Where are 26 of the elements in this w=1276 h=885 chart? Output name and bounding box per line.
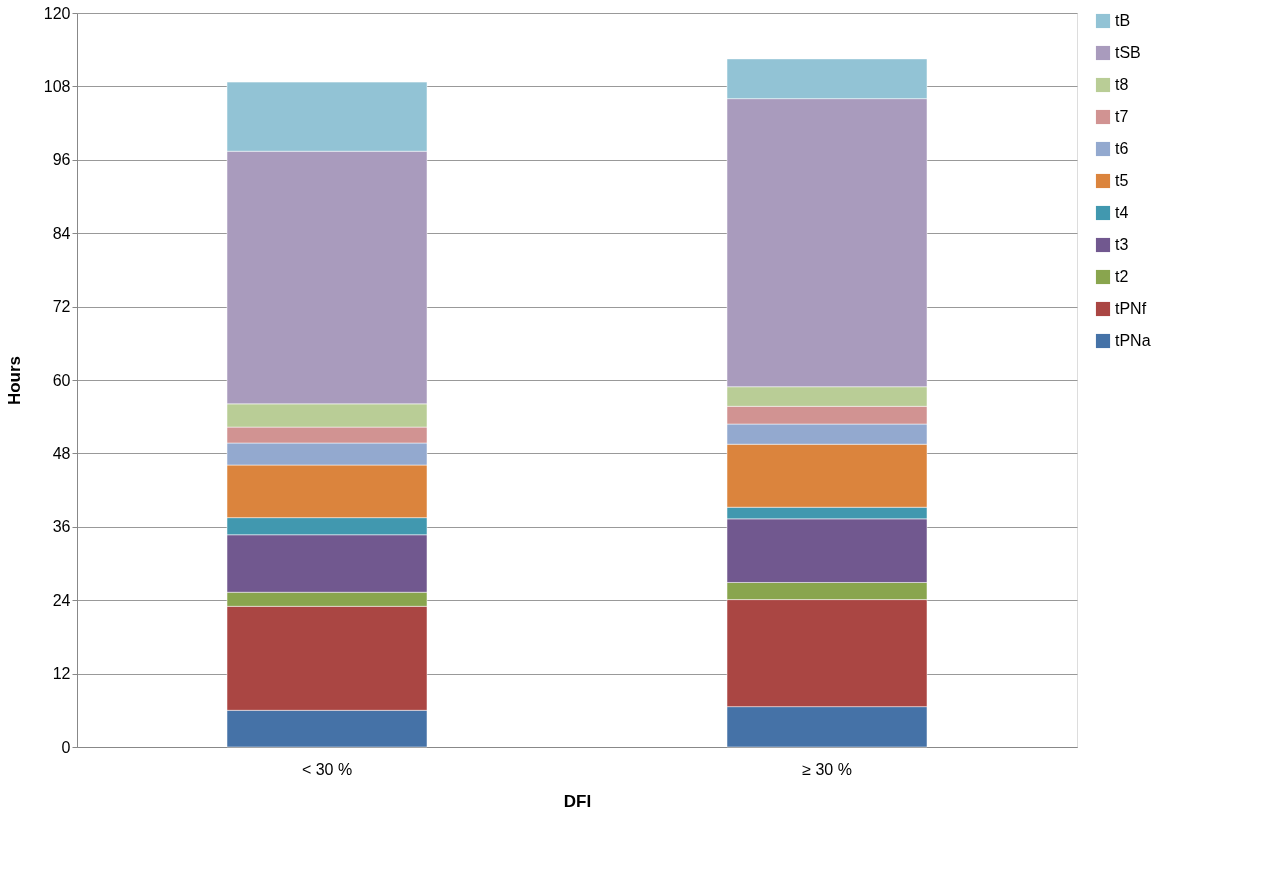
y-tick-label: 12 (52, 665, 71, 683)
x-axis-title: DFI (563, 791, 592, 811)
y-tick-label: 108 (43, 77, 71, 95)
y-tick-label: 120 (43, 4, 71, 22)
legend-label: tB (1115, 12, 1131, 29)
x-tick-label: ≥ 30 % (802, 760, 852, 778)
legend-label: tSB (1115, 44, 1141, 61)
y-tick-label: 84 (52, 224, 71, 242)
x-tick-label: < 30 % (301, 760, 353, 778)
y-tick-label: 72 (52, 298, 71, 316)
y-tick-label: 24 (52, 591, 71, 609)
legend-label: t3 (1115, 236, 1129, 253)
y-tick-label: 36 (52, 518, 71, 536)
legend-label: t4 (1115, 204, 1129, 221)
y-tick-label: 0 (61, 738, 71, 756)
legend-label: tPNa (1115, 332, 1151, 349)
legend-label: t2 (1115, 268, 1129, 285)
y-tick-label: 48 (52, 444, 71, 462)
legend-label: t8 (1115, 76, 1129, 93)
y-axis-title: Hours (4, 355, 24, 406)
y-tick-label: 60 (52, 371, 71, 389)
legend-label: t5 (1115, 172, 1129, 189)
legend-label: t6 (1115, 140, 1129, 157)
legend-label: t7 (1115, 108, 1129, 125)
legend-label: tPNf (1115, 300, 1147, 317)
y-tick-label: 96 (52, 151, 71, 169)
